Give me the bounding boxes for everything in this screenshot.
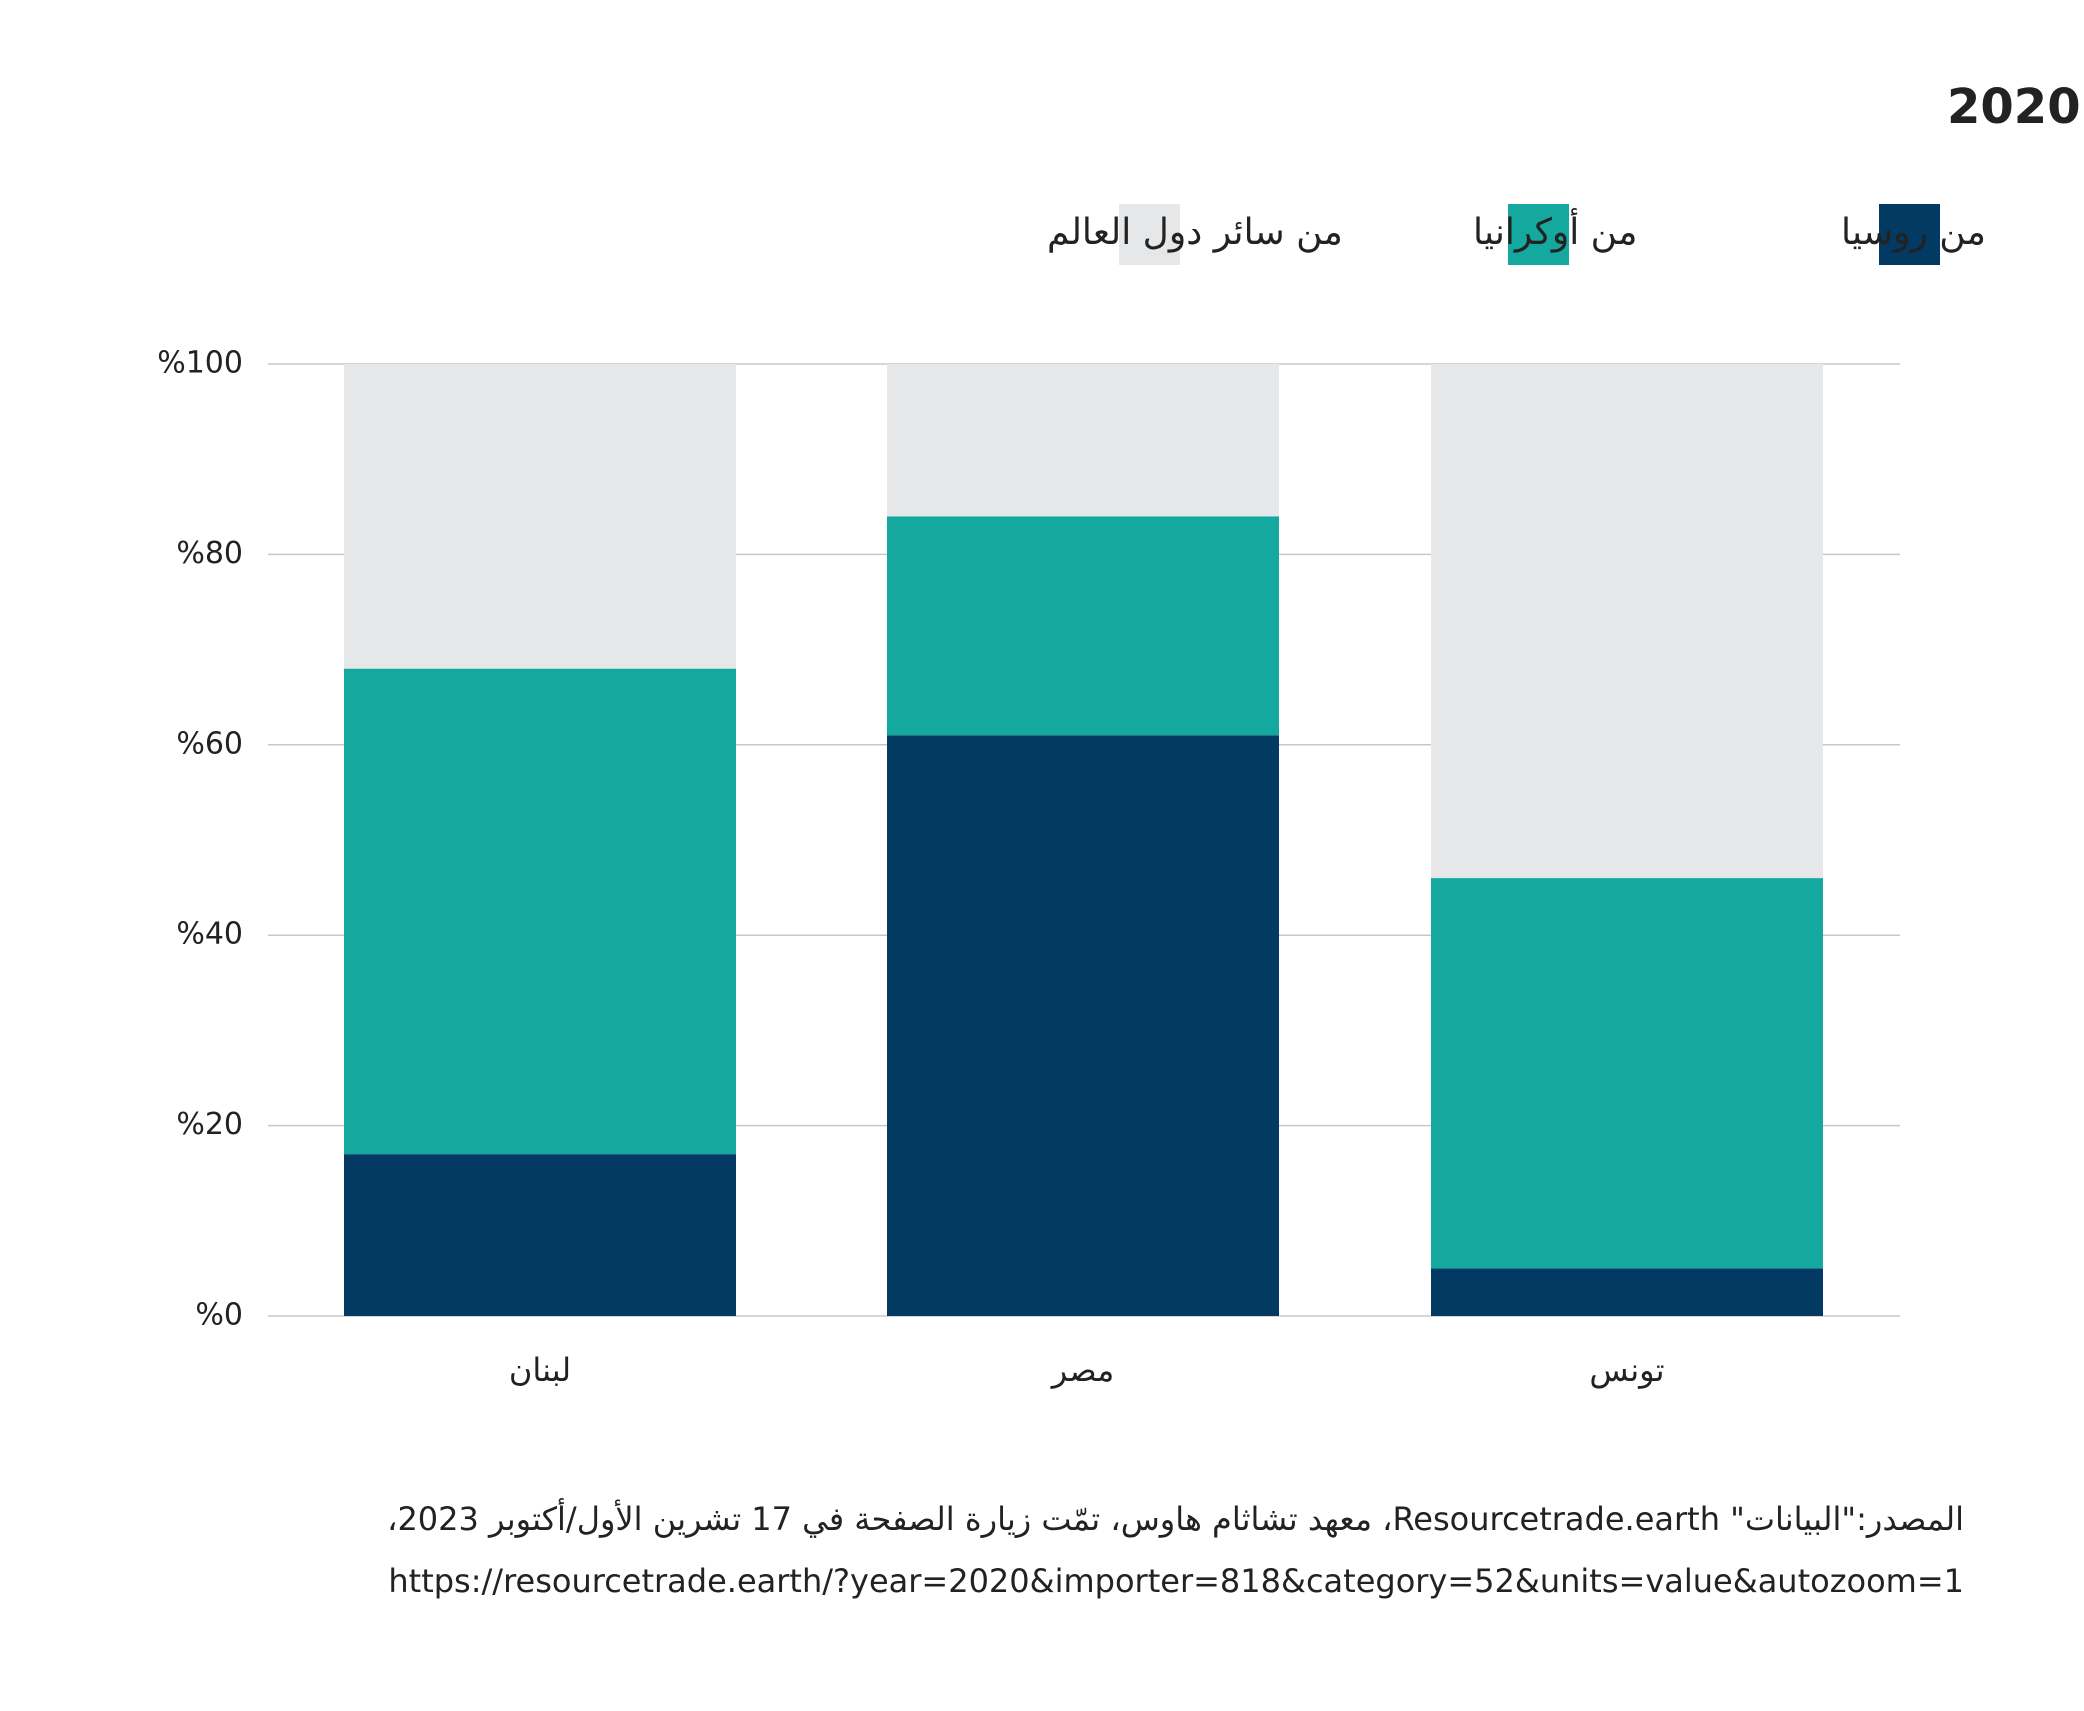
bar-segment bbox=[344, 364, 736, 669]
bar-segment bbox=[887, 735, 1279, 1316]
bar-segment bbox=[344, 668, 736, 1155]
y-tick-label: %80 bbox=[176, 536, 243, 571]
legend-label: من روسيا bbox=[1841, 212, 1986, 253]
y-tick-label: %60 bbox=[176, 726, 243, 761]
legend-swatch bbox=[1119, 204, 1180, 265]
x-tick-label: لبنان bbox=[509, 1351, 571, 1389]
legend-swatch bbox=[1879, 204, 1940, 265]
legend-label: من أوكرانيا bbox=[1473, 208, 1637, 253]
source-url: https://resourcetrade.earth/?year=2020&i… bbox=[388, 1562, 1964, 1600]
bar-segment bbox=[1431, 1268, 1823, 1316]
bar-segment bbox=[887, 364, 1279, 517]
y-tick-label: %20 bbox=[176, 1107, 243, 1142]
source-line: المصدر:"البيانات" Resourcetrade.earth، م… bbox=[387, 1500, 1964, 1538]
x-tick-label: مصر bbox=[1050, 1351, 1115, 1389]
y-tick-label: %40 bbox=[176, 917, 243, 952]
bar-segment bbox=[887, 516, 1279, 736]
chart: الشكل 1. نسبة واردات القمح في العام 2020… bbox=[157, 79, 2084, 1389]
bar-segment bbox=[1431, 364, 1823, 879]
y-tick-label: %0 bbox=[195, 1298, 243, 1333]
bar-segment bbox=[1431, 878, 1823, 1269]
chart-title: الشكل 1. نسبة واردات القمح في العام 2020 bbox=[1947, 79, 2084, 135]
legend-swatch bbox=[1508, 204, 1569, 265]
legend-label: من سائر دول العالم bbox=[1047, 212, 1343, 253]
bar-segment bbox=[344, 1154, 736, 1316]
y-tick-label: %100 bbox=[157, 346, 243, 381]
x-tick-label: تونس bbox=[1589, 1351, 1664, 1389]
